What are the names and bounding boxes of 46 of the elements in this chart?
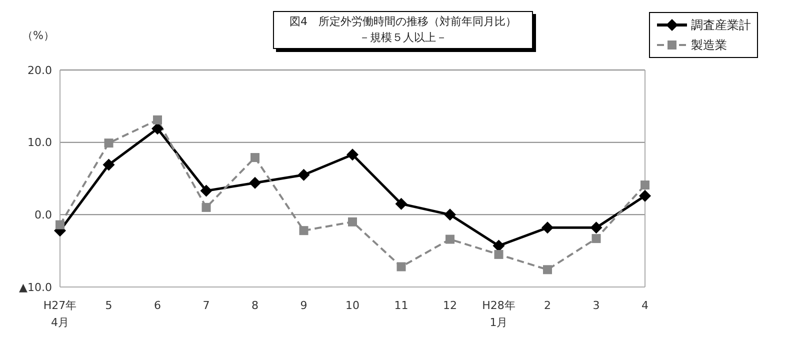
- point: [200, 184, 212, 197]
- point: [298, 168, 310, 181]
- x-tick-label: 8: [252, 299, 258, 312]
- x-tick-label: 7: [202, 299, 210, 312]
- point: [640, 180, 650, 190]
- point: [346, 148, 358, 161]
- point: [250, 153, 260, 162]
- y-tick-label: ▲10.0: [19, 280, 52, 294]
- x-tick-label: H28年 1月: [482, 299, 516, 329]
- x-tick-label: 12: [443, 299, 457, 312]
- point: [249, 176, 261, 189]
- point: [446, 234, 454, 244]
- x-tick-label: 11: [394, 299, 408, 312]
- point: [494, 250, 504, 259]
- point: [348, 217, 357, 226]
- point: [542, 222, 554, 234]
- y-tick-label: 10.0: [28, 136, 52, 150]
- point: [152, 122, 164, 135]
- x-tick-label: 9: [300, 299, 308, 312]
- point: [592, 234, 601, 244]
- x-tick-label: 3: [592, 299, 600, 312]
- y-tick-label: 0.0: [34, 208, 52, 222]
- point: [639, 190, 651, 202]
- x-tick-label: 5: [105, 299, 112, 312]
- point: [153, 115, 162, 124]
- point: [56, 220, 64, 230]
- y-tick-label: 20.0: [28, 64, 52, 77]
- x-tick-label: 2: [544, 299, 551, 312]
- chart-title: 図4 所定外労働時間の推移（対前年同月比）: [288, 14, 518, 30]
- x-tick-label: 4: [642, 299, 648, 312]
- point: [543, 265, 552, 274]
- point: [102, 158, 115, 171]
- y-axis-title: （%）: [22, 28, 54, 43]
- point: [299, 226, 308, 236]
- point: [104, 138, 114, 148]
- point: [395, 198, 408, 210]
- legend-label: 調査産業計: [691, 16, 751, 34]
- x-tick-label: H27年 4月: [43, 299, 77, 329]
- chart-subtitle: －規模５人以上－: [358, 30, 448, 46]
- point: [202, 202, 211, 212]
- point: [396, 262, 406, 272]
- legend-label: 製造業: [691, 36, 727, 54]
- point: [590, 222, 602, 234]
- x-tick-label: 6: [154, 299, 161, 312]
- x-tick-label: 10: [346, 299, 360, 312]
- point: [444, 208, 456, 221]
